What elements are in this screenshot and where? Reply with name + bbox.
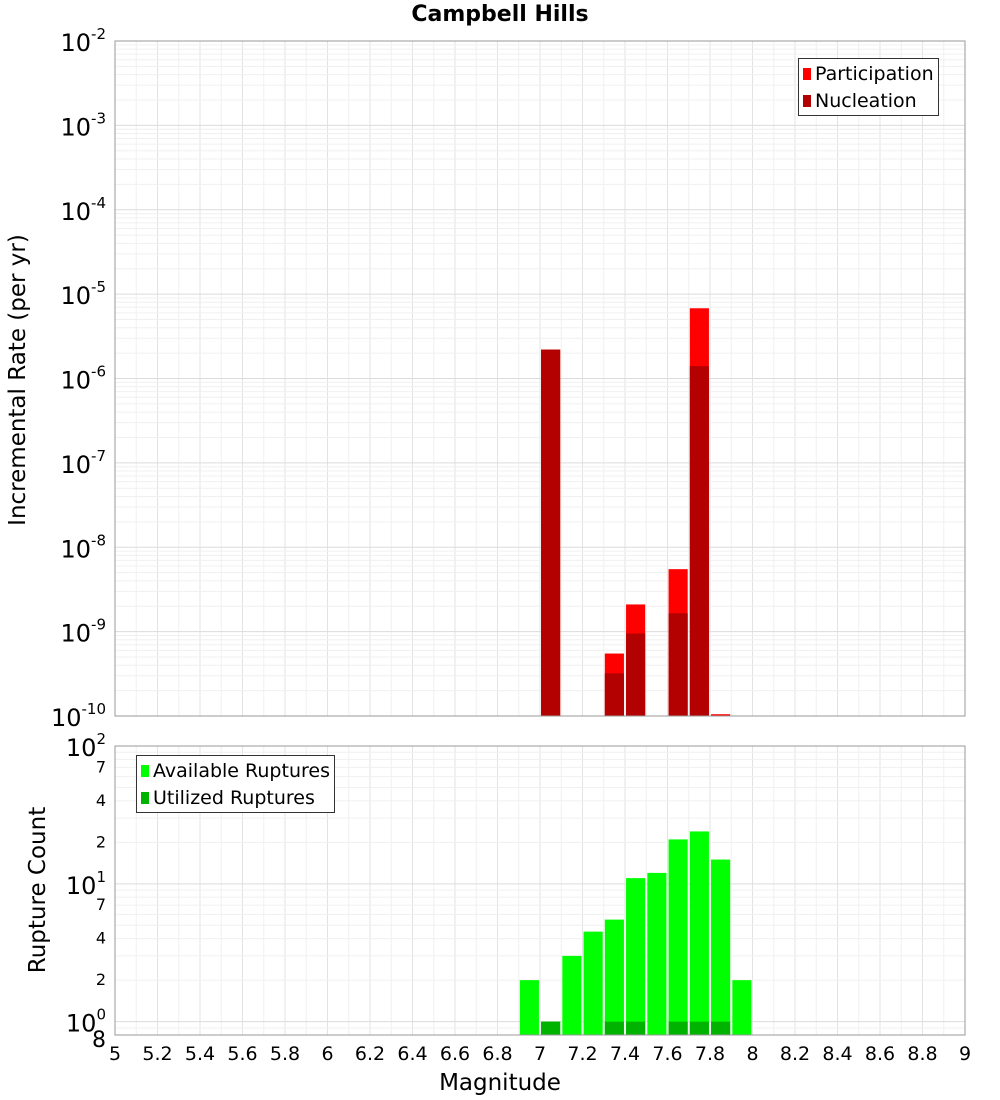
top-y-tick-label: 10-2 [60, 25, 106, 57]
top-y-tick-label: 10-9 [60, 616, 106, 648]
top-bar-s1-7.85 [711, 714, 731, 716]
legend-label-utilized: Utilized Ruptures [153, 786, 315, 809]
legend-item-available: Available Ruptures [141, 757, 330, 784]
top-y-tick-label: 10-7 [60, 447, 106, 479]
x-tick-label: 5.4 [185, 1043, 215, 1065]
bottom-bar-s2-7.45 [626, 1021, 646, 1035]
bottom-bar-s1-7.45 [626, 878, 646, 1035]
bottom-bar-s1-7.55 [647, 872, 667, 1035]
bottom-bar-s1-7.75 [689, 831, 709, 1035]
legend-item-participation: Participation [803, 60, 934, 87]
bottom-y-minor-tick-label: 4 [96, 791, 106, 810]
x-tick-label: 7.8 [695, 1043, 725, 1065]
bottom-bar-s2-7.75 [689, 1021, 709, 1035]
x-tick-label: 7.6 [652, 1043, 682, 1065]
legend-swatch-available [141, 764, 149, 777]
top-y-tick-label: 10-10 [51, 700, 106, 732]
top-y-tick-label: 10-6 [60, 363, 106, 395]
top-bar-s2-7.45 [626, 633, 646, 716]
bottom-y-minor-tick-label: 2 [96, 970, 106, 989]
legend-swatch-participation [803, 67, 811, 80]
top-bar-s2-7.05 [541, 349, 561, 716]
bottom-bar-s2-7.35 [604, 1021, 624, 1035]
x-tick-label: 8.8 [907, 1043, 937, 1065]
bottom-bar-s1-7.95 [732, 980, 752, 1035]
bottom-bar-s1-7.35 [604, 919, 624, 1035]
legend-label-participation: Participation [815, 62, 934, 85]
x-tick-label: 5.6 [227, 1043, 257, 1065]
bottom-plot-frame [114, 745, 966, 1036]
legend-bottom: Available Ruptures Utilized Ruptures [136, 755, 335, 813]
legend-swatch-utilized [141, 791, 149, 804]
x-tick-label: 6.2 [355, 1043, 385, 1065]
bottom-bar-s1-7.25 [583, 931, 603, 1035]
top-y-tick-label: 10-5 [60, 278, 106, 310]
top-plot-frame [114, 40, 966, 717]
top-y-tick-label: 10-4 [60, 194, 106, 226]
x-axis-label: Magnitude [439, 1070, 561, 1096]
x-tick-label: 8 [746, 1043, 758, 1065]
chart-title: Campbell Hills [411, 2, 589, 27]
x-tick-label: 7 [534, 1043, 546, 1065]
x-tick-label: 7.4 [610, 1043, 640, 1065]
legend-label-available: Available Ruptures [153, 759, 330, 782]
top-bar-s2-7.65 [668, 613, 688, 716]
top-bar-s2-7.35 [604, 673, 624, 716]
legend-swatch-nucleation [803, 94, 811, 107]
legend-top: Participation Nucleation [798, 58, 939, 116]
x-tick-label: 8.6 [865, 1043, 895, 1065]
y-axis-label-top: Incremental Rate (per yr) [5, 234, 31, 526]
bottom-y-tick-label: 100 [66, 1006, 106, 1038]
bottom-bar-s2-7.65 [668, 1021, 688, 1035]
top-bar-s2-7.75 [689, 366, 709, 716]
top-y-tick-label: 10-3 [60, 109, 106, 141]
bottom-y-minor-tick-label: 7 [96, 895, 106, 914]
legend-label-nucleation: Nucleation [815, 89, 917, 112]
x-tick-label: 6.6 [440, 1043, 470, 1065]
bottom-y-minor-tick-label: 8 [92, 1028, 106, 1053]
bottom-bar-s2-7.85 [711, 1021, 731, 1035]
bottom-y-minor-tick-label: 2 [96, 832, 106, 851]
top-y-tick-label: 10-8 [60, 531, 106, 563]
x-tick-label: 8.2 [780, 1043, 810, 1065]
bottom-y-tick-label: 101 [66, 868, 106, 900]
x-tick-label: 6.4 [397, 1043, 427, 1065]
legend-item-nucleation: Nucleation [803, 87, 934, 114]
legend-item-utilized: Utilized Ruptures [141, 784, 330, 811]
x-tick-label: 9 [959, 1043, 971, 1065]
x-tick-label: 6 [321, 1043, 333, 1065]
x-tick-label: 5.8 [270, 1043, 300, 1065]
bottom-y-tick-label: 102 [66, 730, 106, 762]
bottom-y-minor-tick-label: 4 [96, 929, 106, 948]
bottom-bar-s1-7.65 [668, 839, 688, 1035]
x-tick-label: 5.2 [142, 1043, 172, 1065]
bottom-bar-s1-7.15 [562, 955, 582, 1035]
bottom-bar-s1-6.95 [519, 980, 539, 1035]
x-tick-label: 8.4 [822, 1043, 852, 1065]
bottom-y-minor-tick-label: 7 [96, 757, 106, 776]
x-tick-label: 7.2 [567, 1043, 597, 1065]
bottom-bar-s1-7.85 [711, 859, 731, 1035]
x-tick-label: 6.8 [482, 1043, 512, 1065]
bottom-bar-s2-7.05 [541, 1021, 561, 1035]
y-axis-label-bottom: Rupture Count [25, 806, 51, 974]
x-tick-label: 5 [109, 1043, 121, 1065]
